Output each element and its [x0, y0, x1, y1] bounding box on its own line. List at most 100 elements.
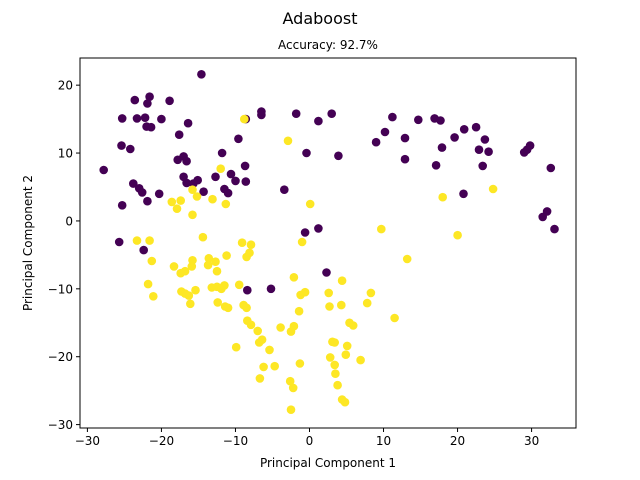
data-point-class-1	[402, 254, 412, 264]
data-point-class-1	[377, 224, 386, 234]
data-point-class-0	[223, 188, 233, 198]
data-point-class-1	[453, 230, 462, 240]
data-point-class-1	[145, 236, 154, 245]
data-point-class-0	[114, 237, 124, 247]
data-point-class-0	[400, 133, 410, 143]
data-point-class-1	[333, 380, 342, 390]
data-point-class-1	[208, 194, 217, 204]
data-point-class-1	[366, 288, 376, 298]
data-point-class-0	[300, 228, 310, 237]
data-point-class-0	[550, 224, 559, 234]
data-point-class-0	[459, 125, 469, 134]
data-point-class-0	[174, 130, 184, 139]
data-point-class-0	[436, 116, 445, 125]
x-tick-label: −20	[149, 434, 174, 448]
data-point-class-1	[176, 196, 185, 205]
data-point-class-0	[199, 187, 208, 196]
data-point-class-0	[257, 110, 266, 120]
data-point-class-1	[216, 164, 225, 173]
data-point-class-1	[245, 248, 254, 258]
data-point-class-1	[180, 266, 190, 276]
data-point-class-0	[302, 148, 311, 158]
data-point-class-0	[480, 135, 490, 144]
data-point-class-0	[154, 189, 164, 199]
data-point-class-1	[288, 383, 298, 393]
data-point-class-0	[217, 148, 227, 158]
data-point-class-1	[259, 362, 268, 372]
data-point-class-1	[211, 257, 220, 267]
data-point-class-0	[117, 141, 126, 150]
data-point-class-0	[146, 122, 156, 132]
data-point-class-1	[330, 360, 340, 370]
data-point-class-1	[143, 279, 153, 289]
data-point-class-0	[117, 114, 127, 123]
data-point-class-1	[187, 262, 197, 271]
data-point-class-0	[388, 112, 397, 122]
data-point-class-1	[184, 291, 194, 300]
data-point-class-0	[280, 185, 289, 194]
plot-frame	[79, 57, 577, 429]
data-point-class-1	[295, 359, 305, 368]
data-point-class-1	[331, 369, 340, 379]
data-point-class-1	[231, 342, 241, 352]
data-point-class-1	[325, 302, 334, 311]
data-point-class-0	[484, 147, 493, 156]
data-point-class-1	[246, 240, 256, 249]
data-point-class-1	[337, 276, 347, 286]
y-tick-label: 0	[65, 214, 73, 228]
data-point-class-0	[380, 127, 390, 137]
data-point-class-1	[294, 306, 304, 316]
data-point-class-0	[291, 109, 301, 118]
data-point-class-1	[488, 184, 498, 194]
data-point-class-1	[188, 185, 197, 194]
y-tick-label: −20	[48, 350, 73, 364]
data-point-class-0	[157, 114, 166, 124]
data-point-class-0	[450, 133, 459, 142]
data-point-class-0	[471, 122, 481, 132]
data-point-class-1	[212, 266, 222, 276]
data-point-class-0	[139, 245, 148, 255]
data-point-class-1	[300, 287, 310, 297]
data-point-class-0	[140, 113, 150, 122]
data-point-class-0	[226, 169, 236, 179]
y-tick-label: 10	[58, 147, 73, 161]
data-point-class-0	[478, 161, 488, 171]
data-point-class-0	[414, 115, 423, 125]
data-point-class-0	[211, 172, 220, 182]
data-point-class-0	[234, 134, 243, 144]
data-point-class-0	[542, 207, 552, 216]
data-point-class-1	[297, 237, 307, 247]
x-axis-label: Principal Component 1	[260, 456, 396, 470]
data-point-class-0	[145, 92, 154, 101]
data-point-class-1	[325, 353, 335, 362]
x-tick-label: −30	[75, 434, 100, 448]
data-point-class-0	[314, 116, 323, 126]
data-point-class-1	[203, 260, 213, 270]
data-point-class-1	[213, 298, 222, 307]
data-point-class-1	[234, 280, 244, 290]
data-point-class-0	[165, 96, 174, 106]
data-point-class-0	[130, 95, 140, 105]
data-point-class-0	[431, 161, 441, 170]
data-point-class-1	[220, 302, 230, 311]
data-point-class-1	[167, 197, 177, 207]
data-point-class-1	[438, 192, 448, 202]
data-point-class-1	[242, 303, 251, 313]
data-point-class-1	[188, 210, 197, 220]
x-axis-ticks: −30 −20 −10 0 10 20 30	[75, 428, 539, 448]
data-point-class-1	[305, 199, 315, 209]
data-point-class-0	[137, 188, 147, 197]
data-point-class-1	[253, 326, 262, 336]
data-point-class-1	[255, 374, 265, 383]
data-point-class-1	[221, 199, 231, 209]
data-point-class-1	[237, 238, 247, 247]
data-point-class-1	[337, 300, 346, 310]
data-point-class-0	[197, 70, 206, 79]
chart-subtitle: Accuracy: 92.7%	[278, 38, 378, 52]
data-point-class-0	[240, 161, 250, 171]
y-tick-label: −30	[48, 418, 73, 432]
data-point-class-1	[324, 288, 334, 298]
data-point-class-0	[182, 156, 191, 166]
data-point-class-1	[341, 350, 351, 360]
